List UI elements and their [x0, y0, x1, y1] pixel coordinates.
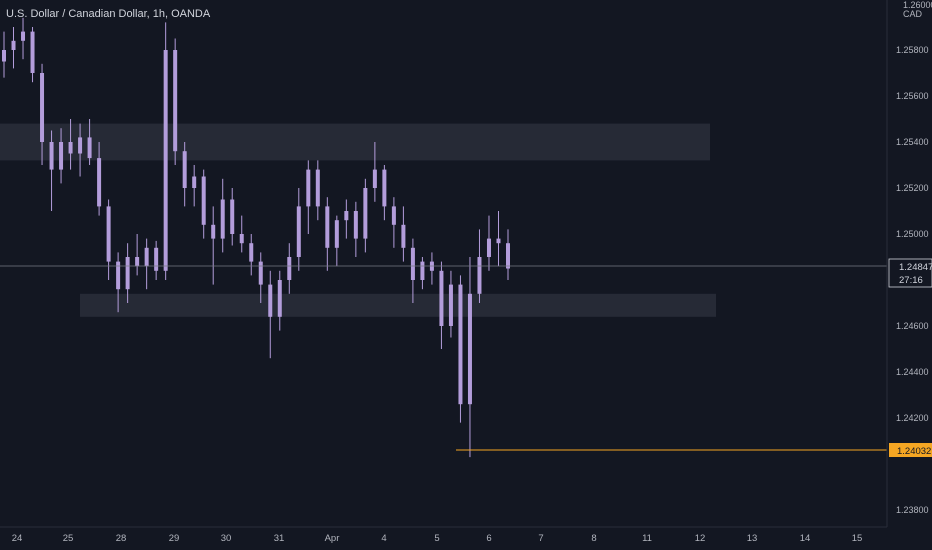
candle-body: [211, 224, 216, 239]
time-tick-label: 5: [434, 533, 439, 544]
candle-body: [296, 206, 301, 257]
price-tick-label: 1.24200: [896, 413, 929, 423]
candle-body: [192, 176, 197, 188]
price-tick-label: 1.23800: [896, 505, 929, 515]
price-tick-label: 1.25000: [896, 229, 929, 239]
candle-body: [506, 243, 510, 269]
time-tick-label: 28: [116, 533, 127, 544]
time-tick-label: Apr: [325, 533, 340, 544]
upper-resistance-zone: [0, 123, 710, 161]
candle-body: [106, 206, 111, 262]
candle-body: [315, 169, 320, 207]
candle-body: [420, 261, 425, 280]
price-tick-label: 1.25600: [896, 91, 929, 101]
support-price-label: 1.24032: [889, 443, 932, 457]
candle-body: [144, 247, 149, 267]
time-tick-label: 29: [169, 533, 180, 544]
price-tick-label: 1.25400: [896, 137, 929, 147]
candle-body: [344, 211, 349, 221]
candle-body: [249, 243, 254, 262]
countdown-value: 27:16: [899, 275, 923, 286]
candle-body: [334, 220, 339, 248]
candle-body: [363, 188, 368, 239]
candle-body: [268, 284, 273, 317]
price-axis[interactable]: 1.26000 CAD 1.25800 1.25600 1.25400 1.25200…: [896, 0, 932, 515]
candle-body: [458, 284, 463, 405]
time-tick-label: 7: [538, 533, 543, 544]
time-tick-label: 11: [642, 533, 652, 544]
candle-body: [163, 50, 168, 271]
candle-body: [173, 50, 178, 152]
candle-body: [239, 234, 244, 244]
candle-body: [2, 50, 6, 62]
support-price-box: [889, 443, 932, 457]
candle-body: [325, 206, 330, 248]
time-tick-label: 13: [747, 533, 758, 544]
time-tick-label: 30: [221, 533, 232, 544]
candle-body: [11, 40, 16, 50]
current-price-box: [888, 258, 932, 288]
time-tick-label: 31: [274, 533, 285, 544]
candle-body: [382, 169, 387, 207]
price-tick-label: 1.24600: [896, 321, 929, 331]
candle-body: [21, 31, 26, 41]
time-tick-label: 8: [591, 533, 596, 544]
candle-body: [410, 247, 415, 280]
time-tick-label: 4: [381, 533, 386, 544]
candle-body: [230, 199, 235, 234]
lower-support-zone: [80, 293, 716, 317]
time-axis[interactable]: 24 25 28 29 30 31 Apr 4 5 6 7 8 11 12 13 14 15: [12, 533, 863, 544]
current-price-label: 1.24847 27:16: [888, 258, 932, 288]
candle-body: [116, 261, 121, 290]
candle-body: [68, 142, 73, 154]
candle-body: [277, 280, 282, 317]
candle-body: [372, 169, 377, 188]
time-tick-label: 24: [12, 533, 23, 544]
candle-body: [486, 238, 491, 257]
candle-body: [49, 142, 54, 170]
price-tick-label: 1.24400: [896, 367, 929, 377]
candle-body: [97, 158, 102, 207]
candle-body: [467, 293, 472, 405]
candle-body: [287, 257, 292, 280]
time-tick-label: 25: [63, 533, 74, 544]
candle-body: [353, 211, 358, 239]
candle-body: [135, 257, 140, 267]
candle-body: [125, 257, 130, 290]
candle-body: [154, 247, 159, 271]
candles-layer: [2, 17, 510, 458]
candle-body: [477, 257, 482, 294]
candle-body: [496, 238, 501, 244]
candle-body: [258, 261, 263, 285]
candle-body: [306, 169, 311, 207]
candle-body: [201, 176, 206, 225]
current-price-value: 1.24847: [899, 262, 932, 273]
symbol-title: U.S. Dollar / Canadian Dollar, 1h, OANDA: [6, 8, 211, 20]
candle-body: [220, 199, 225, 239]
price-axis-unit: CAD: [903, 9, 923, 19]
candle-body: [401, 224, 406, 248]
candle-body: [439, 270, 444, 326]
support-price-value: 1.24032: [897, 446, 931, 457]
candle-body: [40, 73, 45, 142]
time-tick-label: 12: [695, 533, 706, 544]
candle-body: [448, 284, 453, 326]
price-tick-label: 1.25800: [896, 45, 929, 55]
time-tick-label: 15: [852, 533, 863, 544]
candle-body: [30, 31, 35, 74]
candle-body: [391, 206, 396, 225]
candle-body: [182, 151, 187, 188]
price-axis-top-label: 1.26000: [903, 0, 932, 10]
candle-body: [59, 142, 64, 170]
price-tick-label: 1.25200: [896, 183, 929, 193]
candle-body: [78, 137, 83, 154]
time-tick-label: 14: [800, 533, 811, 544]
time-tick-label: 6: [486, 533, 491, 544]
zones-layer: [0, 123, 716, 317]
candle-body: [87, 137, 92, 159]
